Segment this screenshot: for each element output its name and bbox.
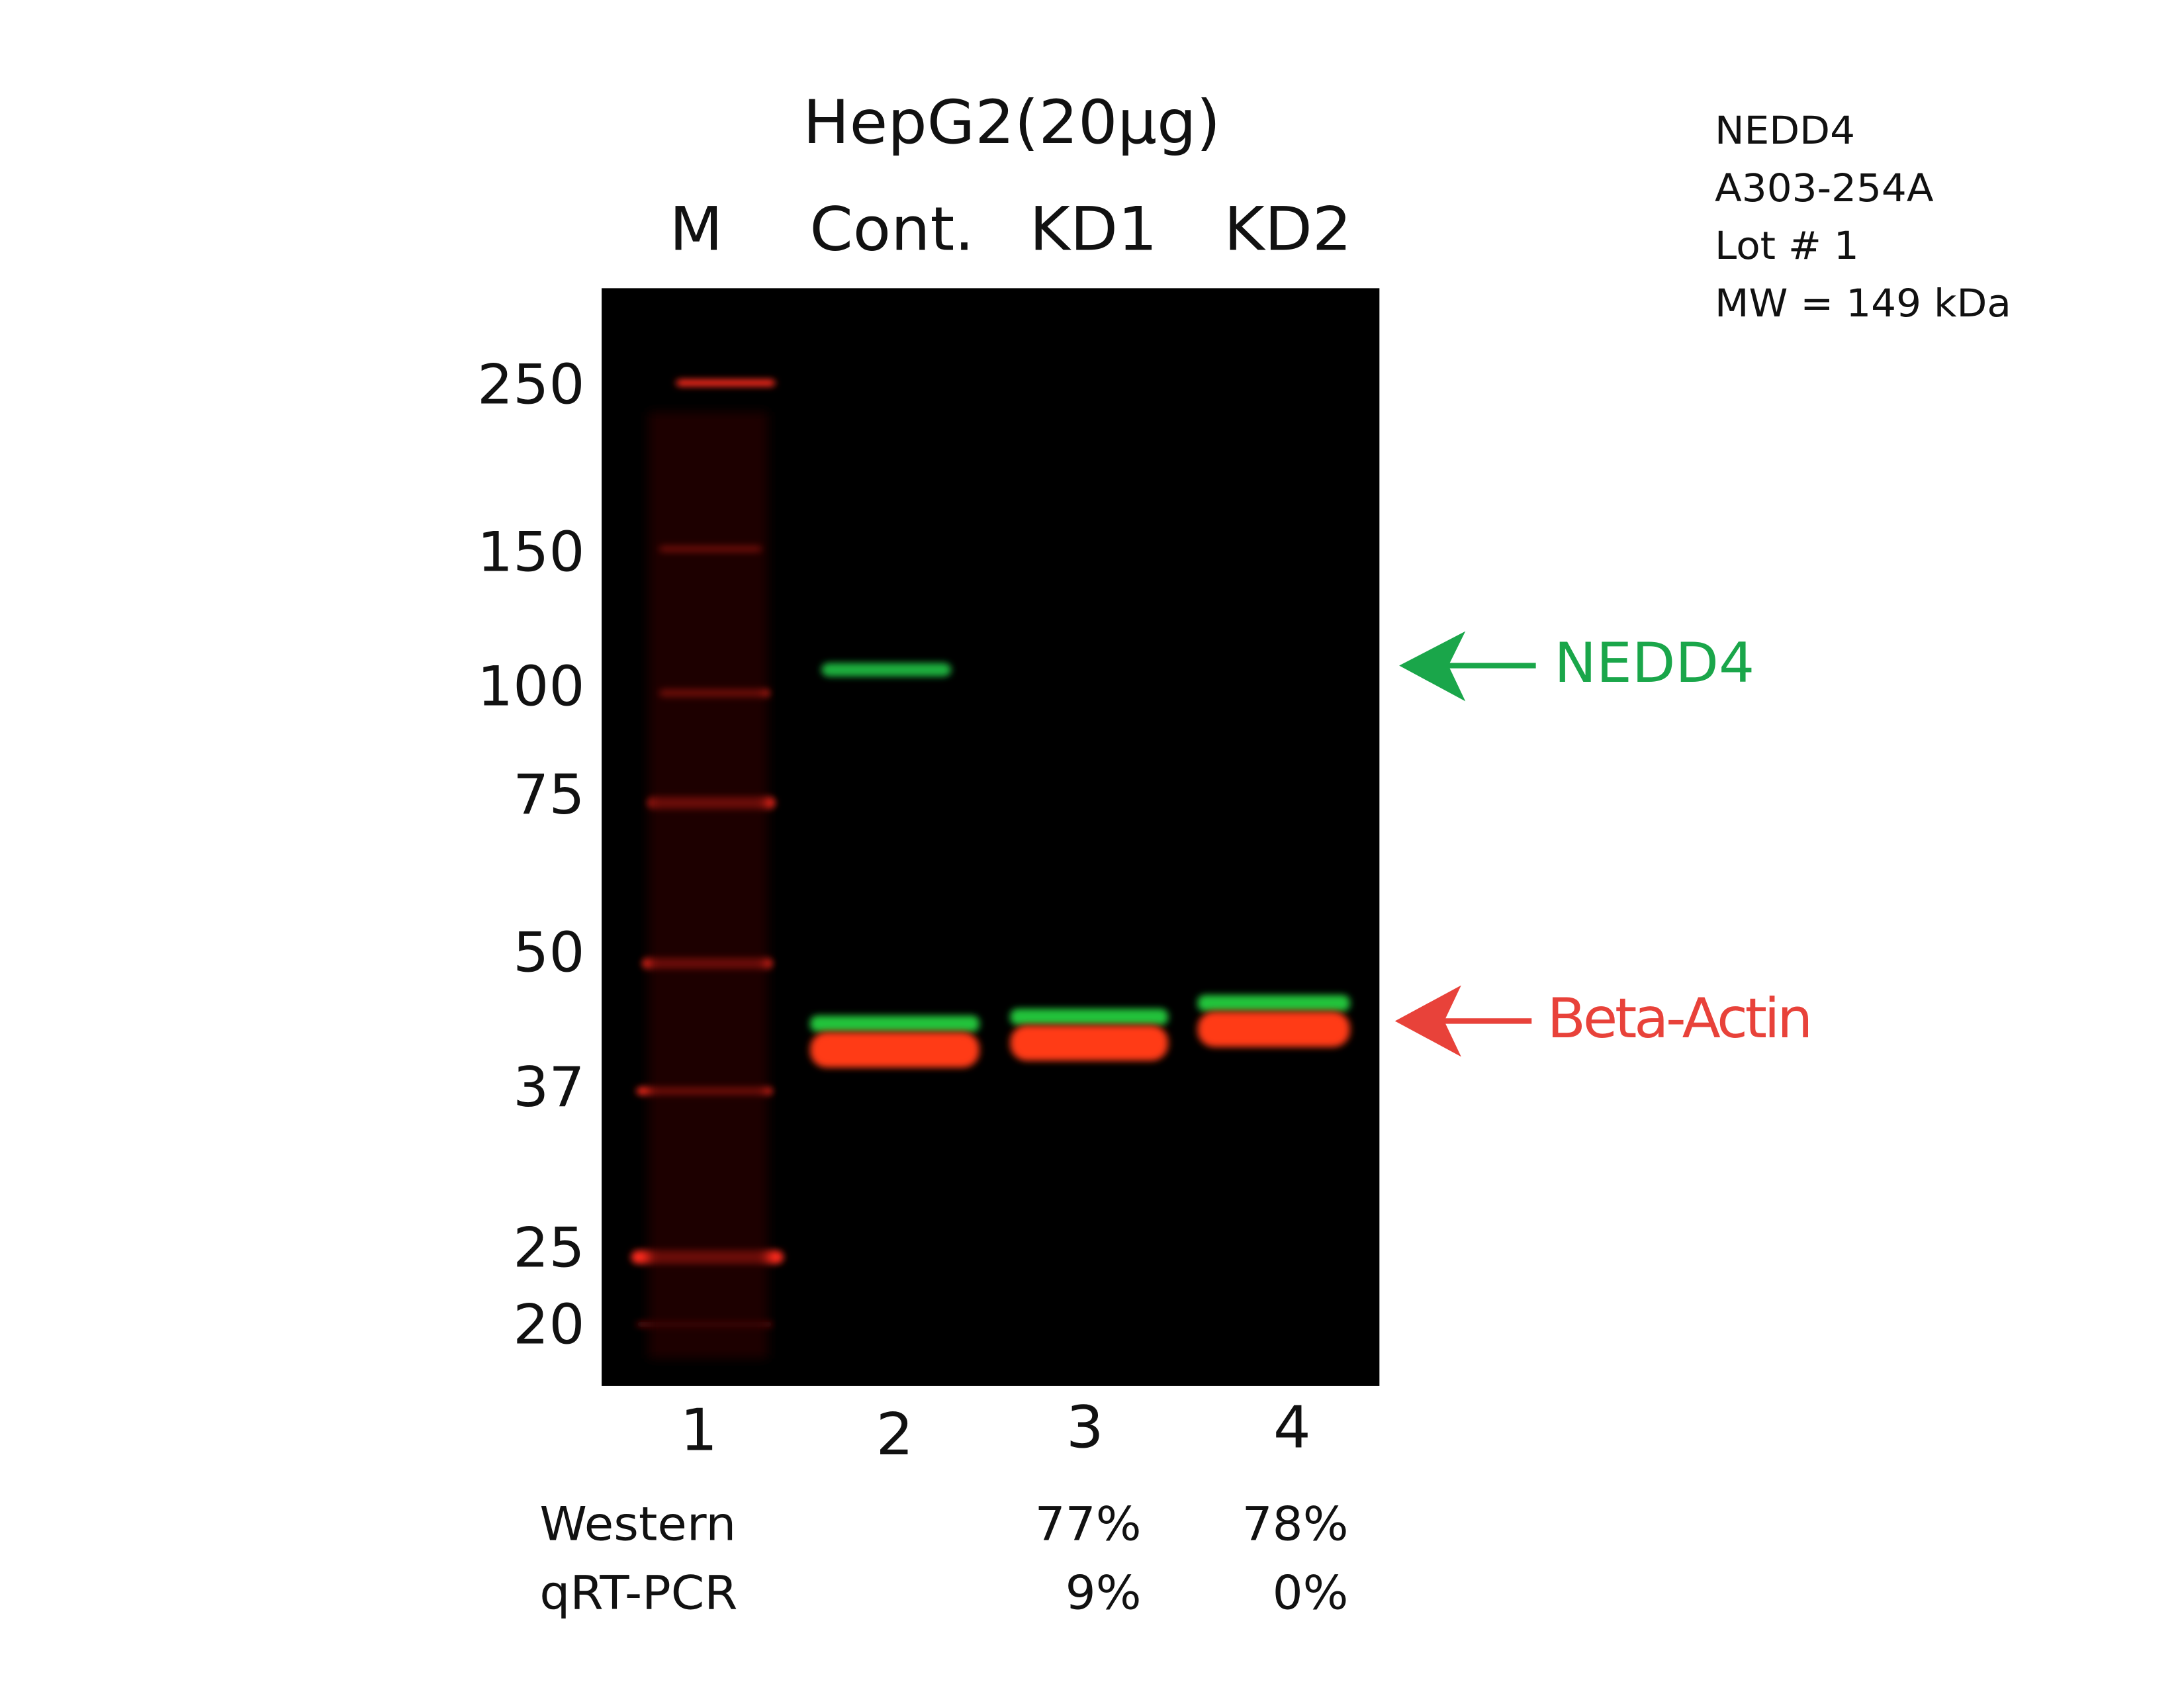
actin-red [1197, 1011, 1350, 1047]
actin-green [1010, 1008, 1168, 1025]
actin-green [810, 1015, 979, 1033]
row-label: qRT-PCR [539, 1566, 737, 1620]
actin-red [810, 1032, 979, 1068]
actin-red [1010, 1025, 1168, 1061]
marker-label: 100 [477, 654, 585, 718]
cell: 77% [1035, 1497, 1142, 1552]
info-line: A303-254A [1715, 165, 1934, 211]
info-line: NEDD4 [1715, 108, 1855, 153]
nedd4-band [821, 663, 952, 677]
info-line: MW = 149 kDa [1715, 281, 2011, 326]
marker-smear [648, 411, 768, 1359]
info-line: Lot # 1 [1715, 223, 1859, 268]
actin-green [1197, 995, 1350, 1011]
cell: 0% [1273, 1566, 1349, 1620]
marker-label: 37 [513, 1055, 584, 1119]
header-title: HepG2(20µg) [803, 87, 1220, 158]
lane-label: KD2 [1224, 194, 1351, 265]
marker-label: 150 [477, 520, 585, 584]
marker-label: 50 [513, 921, 584, 985]
nedd4-arrowhead [1399, 631, 1466, 702]
lane-number: 3 [1066, 1393, 1104, 1461]
row-label: Western [539, 1497, 736, 1552]
cell: 9% [1066, 1566, 1142, 1620]
actin-arrowhead [1394, 985, 1461, 1057]
marker-label: 75 [513, 763, 584, 827]
lane-number: 4 [1273, 1393, 1311, 1461]
nedd4-label: NEDD4 [1554, 631, 1754, 695]
labels: 250 150 100 75 50 37 25 20 M 1 Cont. 2 KD1 3 KD2 4 NEDD4… [477, 108, 2011, 1620]
lane-label: M [669, 194, 723, 265]
marker-label: 250 [477, 352, 585, 416]
marker-label: 20 [513, 1293, 584, 1357]
lane-label: KD1 [1030, 194, 1158, 265]
marker-band [676, 379, 775, 387]
lane-label: Cont. [809, 194, 974, 265]
lane-number: 1 [680, 1397, 718, 1464]
marker-label: 25 [513, 1215, 584, 1280]
cell: 78% [1242, 1497, 1349, 1552]
lane-number: 2 [876, 1401, 913, 1468]
bands [631, 379, 1350, 1359]
actin-label: Beta-Actin [1547, 986, 1810, 1051]
